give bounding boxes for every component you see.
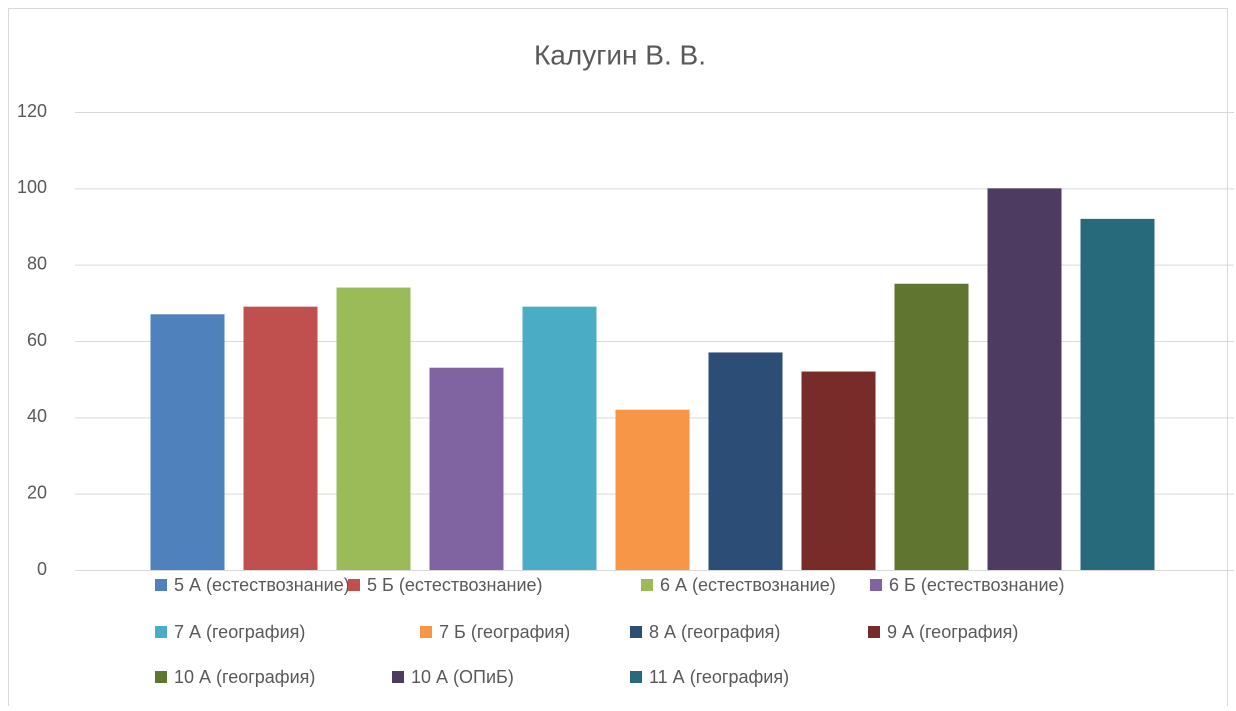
legend-label: 11 А (география) [649, 667, 789, 687]
legend-label: 10 А (география) [174, 667, 315, 687]
legend-label: 10 А (ОПиБ) [411, 667, 514, 687]
legend-swatch [641, 579, 653, 591]
legend-swatch [630, 626, 642, 638]
legend-label: 9 А (география) [887, 622, 1018, 642]
legend-label: 6 А (естествознание) [660, 575, 836, 595]
legend-swatch [870, 579, 882, 591]
y-tick-label: 20 [27, 482, 47, 502]
legend-label: 5 А (естествознание) [174, 575, 350, 595]
legend-swatch [868, 626, 880, 638]
legend-label: 5 Б (естествознание) [367, 575, 543, 595]
legend-swatch [348, 579, 360, 591]
bar [801, 371, 876, 570]
legend-swatch [155, 579, 167, 591]
y-tick-label: 120 [17, 101, 47, 121]
y-tick-label: 80 [27, 253, 47, 273]
bar [615, 409, 690, 570]
bar [522, 306, 597, 570]
bar [894, 283, 969, 570]
bar [336, 287, 411, 570]
legend-label: 7 Б (география) [439, 622, 570, 642]
legend-label: 8 А (география) [649, 622, 780, 642]
legend-swatch [392, 671, 404, 683]
legend-swatch [155, 626, 167, 638]
y-tick-label: 100 [17, 177, 47, 197]
legend-swatch [155, 671, 167, 683]
legend-label: 6 Б (естествознание) [889, 575, 1065, 595]
legend-swatch [420, 626, 432, 638]
bar [708, 352, 783, 570]
bar [150, 314, 225, 570]
chart-border [8, 8, 1228, 711]
y-tick-label: 40 [27, 406, 47, 426]
chart-title: Калугин В. В. [534, 39, 706, 70]
bar [243, 306, 318, 570]
bar [1080, 218, 1155, 570]
y-tick-label: 0 [37, 559, 47, 579]
legend-label: 7 А (география) [174, 622, 305, 642]
bar [429, 367, 504, 570]
legend-swatch [630, 671, 642, 683]
y-tick-label: 60 [27, 330, 47, 350]
bar [987, 188, 1062, 571]
